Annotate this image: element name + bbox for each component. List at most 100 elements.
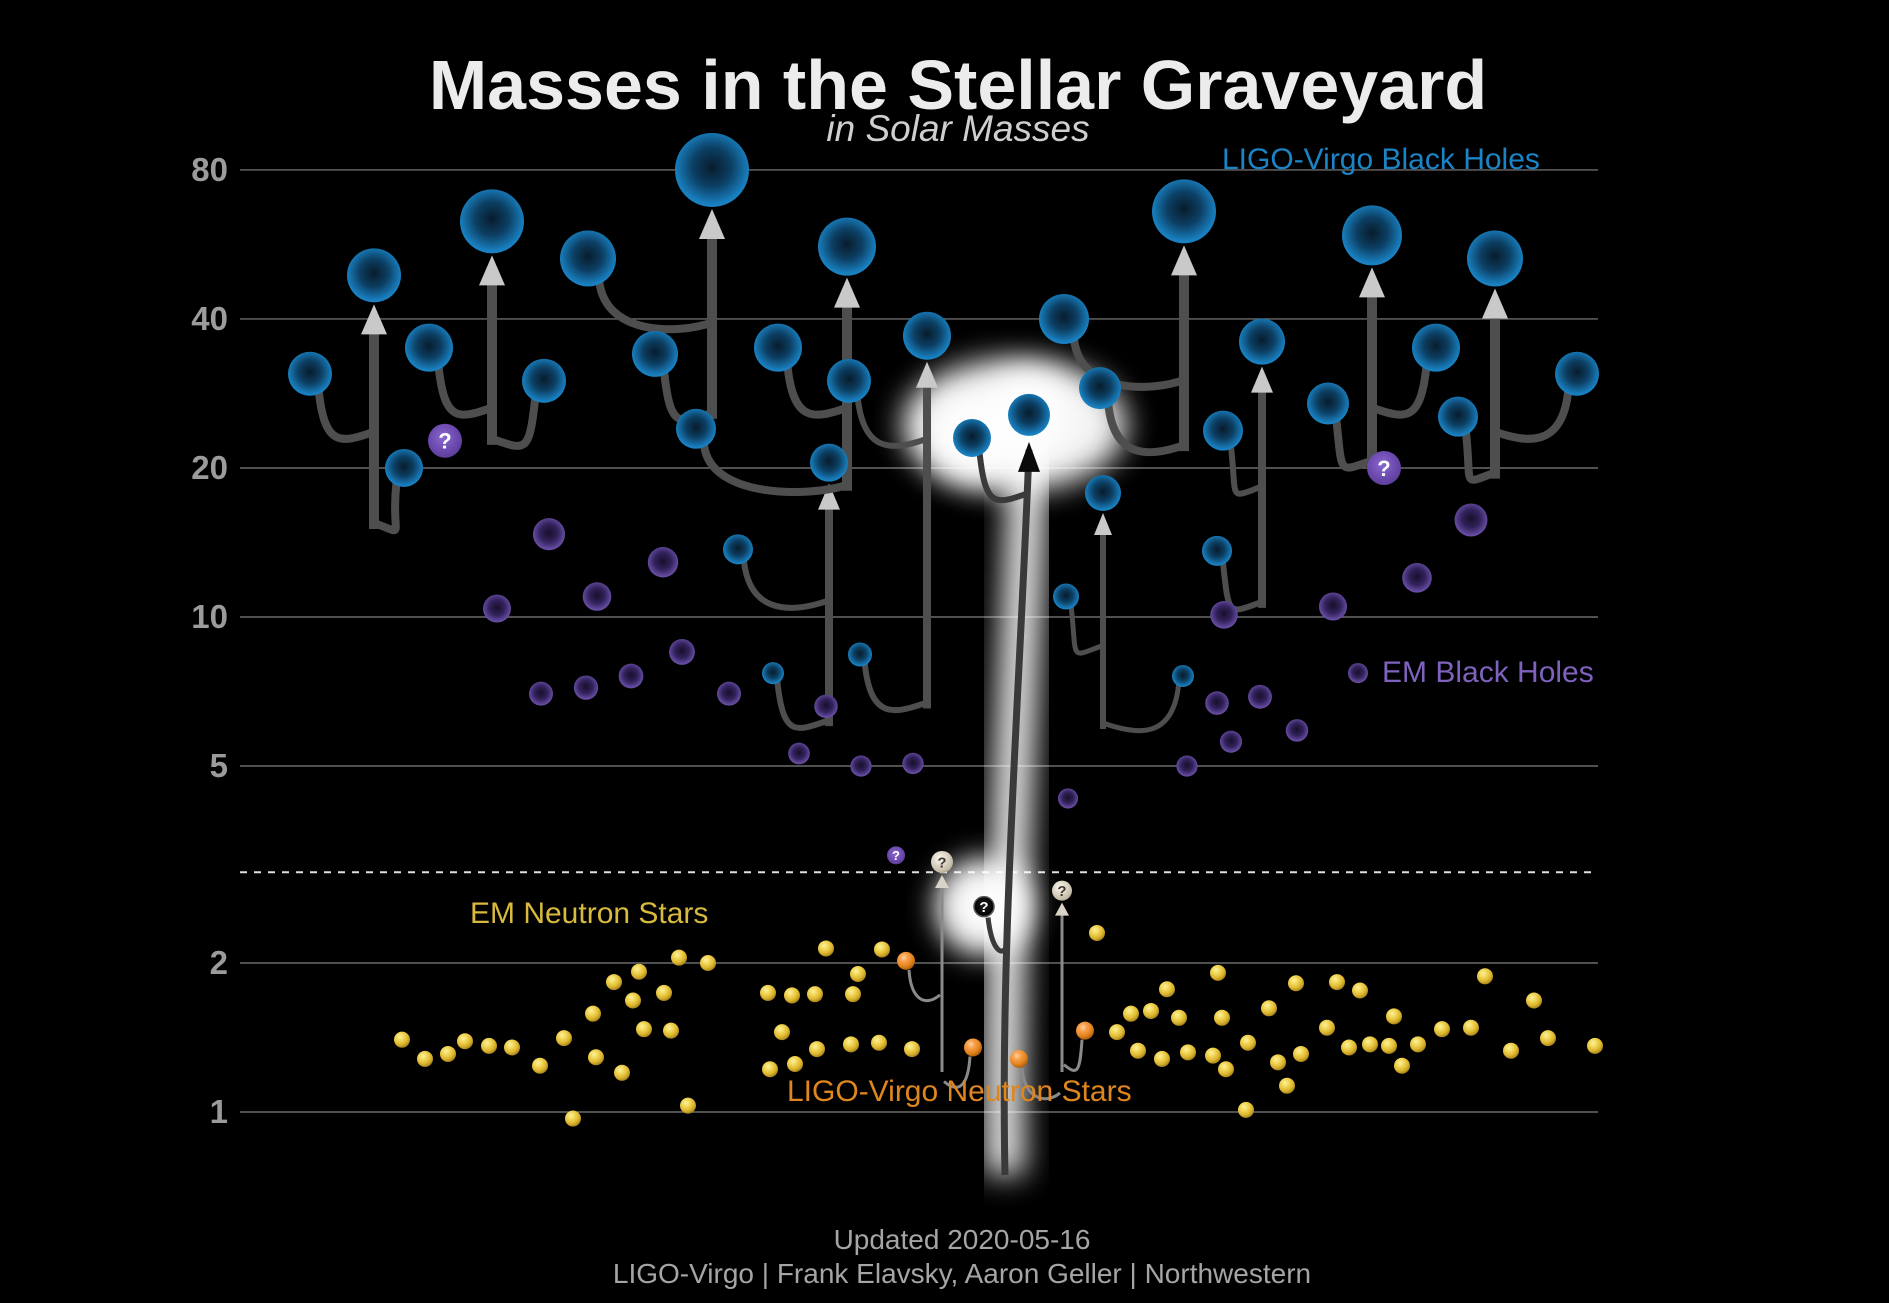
em-neutron-star-dot	[1341, 1039, 1357, 1056]
question-mark: ?	[979, 899, 988, 916]
question-mark: ?	[1057, 883, 1066, 900]
black-arrowhead	[1018, 441, 1040, 472]
question-mark: ?	[892, 848, 900, 863]
em-neutron-star-dot	[1381, 1037, 1397, 1054]
em-neutron-star-dot	[1434, 1021, 1450, 1038]
merger-tail	[783, 362, 851, 419]
em-neutron-star-dot	[1214, 1009, 1230, 1026]
ns-merger-tail	[907, 969, 941, 1003]
em-black-hole-dot	[902, 752, 924, 775]
y-tick-label-20: 20	[191, 448, 228, 486]
bh-merger-product-circle	[818, 217, 876, 276]
gridlines-layer	[240, 169, 1598, 1113]
em-neutron-star-dot	[1154, 1050, 1170, 1067]
ns-progenitor-circle	[964, 1038, 982, 1057]
light-arrowhead	[699, 208, 725, 239]
question-mark: ?	[937, 854, 946, 871]
em-black-hole-dot	[529, 681, 553, 706]
em-neutron-star-dot	[1288, 975, 1304, 992]
merger-tail	[700, 440, 851, 496]
light-arrowhead	[1055, 902, 1069, 916]
ns-merger-product-question-circle	[1052, 880, 1072, 901]
bh-progenitor-circle	[1079, 367, 1121, 410]
em-neutron-star-dot	[1171, 1009, 1187, 1026]
ns-progenitor-circle	[1076, 1021, 1094, 1040]
em-neutron-star-dot	[1526, 992, 1542, 1009]
em-neutron-star-dot	[818, 940, 834, 957]
merger-tail	[1104, 400, 1188, 457]
footer-updated-date: Updated 2020-05-16	[833, 1224, 1091, 1255]
em-neutron-star-dot	[1293, 1045, 1309, 1062]
em-neutron-star-dot	[1394, 1057, 1410, 1074]
em-black-hole-dot	[814, 694, 838, 719]
em-black-hole-dot	[1176, 755, 1198, 777]
bh-progenitor-circle	[1412, 323, 1460, 372]
bh-progenitor-circle	[723, 534, 753, 565]
em-neutron-star-dot	[656, 984, 672, 1001]
em-neutron-star-dot	[1143, 1002, 1159, 1019]
questioned-black-hole-circle	[428, 423, 462, 458]
em-neutron-star-dot	[784, 987, 800, 1004]
em-neutron-star-dot	[1109, 1024, 1125, 1041]
bh-merger-product-circle	[810, 443, 848, 482]
legend-ligo-virgo-black-holes: LIGO-Virgo Black Holes	[1222, 143, 1540, 176]
em-neutron-star-dot	[774, 1024, 790, 1041]
merger-tail	[1491, 387, 1573, 443]
em-neutron-star-dot	[1218, 1061, 1234, 1078]
em-neutron-star-dot	[1240, 1034, 1256, 1051]
light-arrowhead	[361, 304, 387, 335]
bh-merger-product-circle	[1239, 318, 1285, 365]
light-arrowhead	[834, 277, 860, 308]
footer-credits: LIGO-Virgo | Frank Elavsky, Aaron Geller…	[612, 1258, 1312, 1289]
light-arrowhead	[1171, 245, 1197, 276]
em-neutron-star-dot	[625, 992, 641, 1009]
em-neutron-star-dot	[1386, 1008, 1402, 1025]
em-neutron-star-dot	[1587, 1037, 1603, 1054]
em-neutron-star-dot	[850, 966, 866, 983]
bh-progenitor-circle	[560, 230, 616, 287]
em-neutron-star-dot	[504, 1039, 520, 1056]
bh-progenitor-circle	[1438, 396, 1478, 437]
bh-progenitor-circle	[385, 448, 423, 487]
bh-progenitor-circle	[288, 351, 332, 396]
y-tick-label-5: 5	[209, 747, 228, 784]
em-black-hole-dot	[1454, 503, 1488, 537]
em-black-hole-dot	[532, 518, 566, 551]
em-neutron-star-dot	[671, 949, 687, 966]
y-tick-label-2: 2	[209, 943, 228, 981]
em-neutron-star-dot	[760, 984, 776, 1001]
em-neutron-star-dot	[457, 1033, 473, 1050]
bh-merger-product-circle	[1008, 393, 1050, 436]
bh-merger-product-circle	[903, 311, 951, 360]
merger-tail	[370, 479, 401, 535]
bh-progenitor-circle	[676, 408, 716, 449]
merger-tail	[595, 276, 716, 334]
merger-tail	[488, 394, 540, 450]
merger-tail	[741, 558, 832, 611]
em-neutron-star-dot	[1540, 1030, 1556, 1047]
light-arrowhead	[1251, 366, 1273, 393]
em-neutron-star-dot	[481, 1037, 497, 1054]
em-neutron-star-dot	[1410, 1036, 1426, 1053]
em-black-hole-dot	[647, 547, 679, 578]
merger-tail	[1332, 416, 1376, 472]
merger-tail	[1228, 443, 1265, 497]
em-black-hole-dot	[573, 675, 599, 700]
merger-tail	[314, 387, 378, 443]
merger-tail	[854, 395, 930, 449]
em-black-hole-dot	[717, 681, 741, 706]
em-neutron-star-dot	[532, 1057, 548, 1074]
legend-em-neutron-stars: EM Neutron Stars	[470, 897, 709, 930]
y-tick-label-80: 80	[191, 150, 228, 188]
merger-arrows-layer	[314, 208, 1573, 1176]
bh-merger-product-circle	[1467, 230, 1523, 287]
em-neutron-star-dot	[1463, 1019, 1479, 1036]
bh-progenitor-circle	[405, 323, 453, 372]
bh-progenitor-circle	[1307, 382, 1349, 425]
em-neutron-star-dot	[1205, 1047, 1221, 1064]
bh-progenitor-circle	[1039, 293, 1089, 344]
ns-merger-tail	[943, 1056, 972, 1089]
question-marks-layer: ??????	[438, 429, 1390, 916]
legend-em-black-holes-swatch	[1348, 663, 1368, 683]
light-arrowhead	[935, 874, 949, 888]
